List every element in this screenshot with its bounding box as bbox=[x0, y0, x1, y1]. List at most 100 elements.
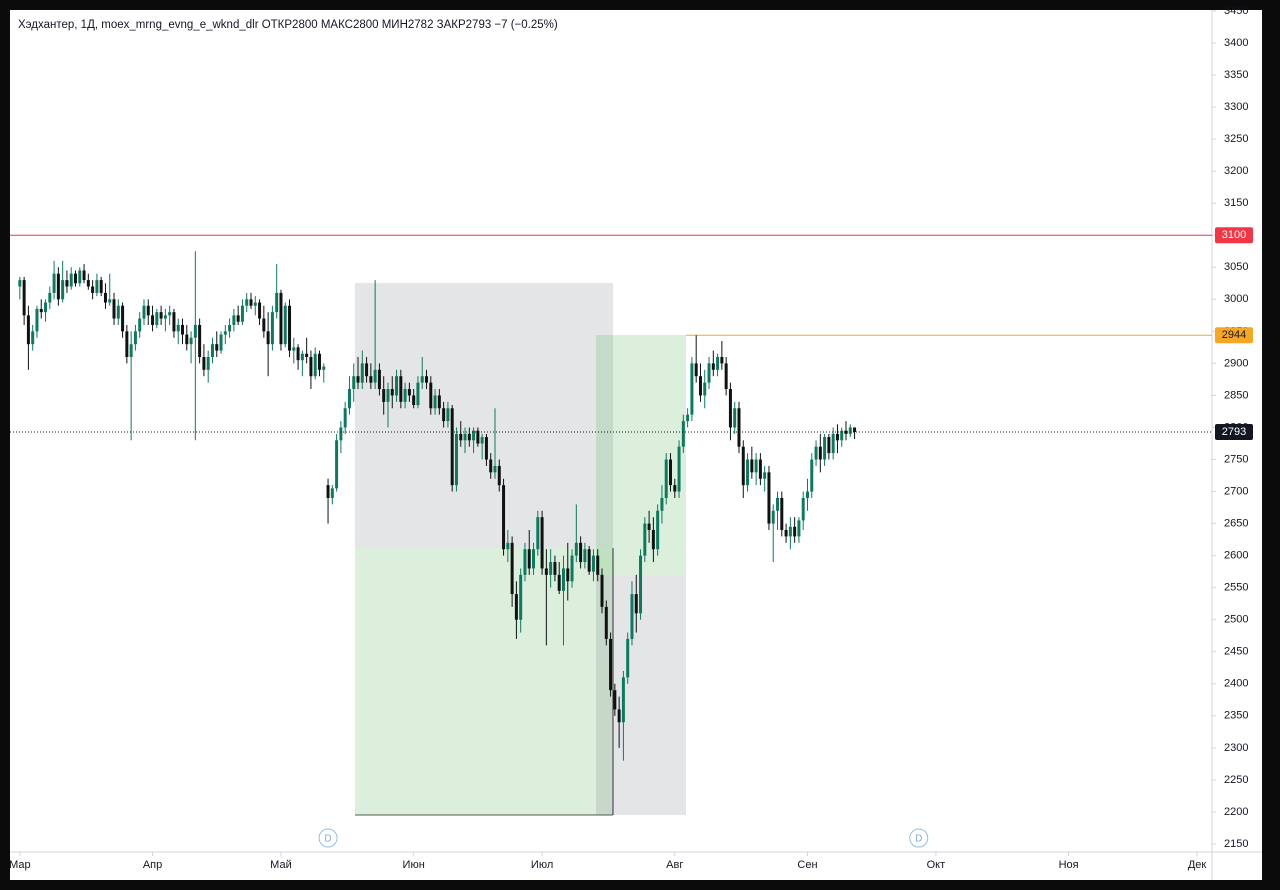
candle-body bbox=[322, 366, 326, 370]
candle-body bbox=[523, 549, 527, 575]
candle-body bbox=[472, 430, 476, 441]
y-tick-label: 2700 bbox=[1224, 485, 1248, 497]
candle-body bbox=[65, 280, 69, 287]
candle-body bbox=[112, 299, 116, 319]
candle-body bbox=[142, 305, 146, 319]
candle-body bbox=[587, 549, 591, 572]
candle-body bbox=[566, 568, 570, 582]
candle-body bbox=[741, 446, 745, 486]
candle-body bbox=[720, 356, 724, 364]
candle-body bbox=[827, 437, 831, 454]
candle-body bbox=[151, 315, 155, 325]
candle-body bbox=[69, 273, 73, 287]
x-tick-label: Июн bbox=[403, 859, 425, 871]
candle-body bbox=[514, 594, 518, 620]
candle-body bbox=[78, 270, 82, 284]
candle-body bbox=[463, 433, 467, 441]
candle-body bbox=[103, 292, 107, 303]
candle-body bbox=[750, 459, 754, 473]
candle-body bbox=[476, 430, 480, 444]
candle-body bbox=[73, 273, 77, 284]
y-tick-label: 3400 bbox=[1224, 37, 1248, 49]
candle-body bbox=[155, 312, 159, 325]
candle-body bbox=[360, 363, 364, 383]
candle-body bbox=[596, 555, 600, 575]
candle-body bbox=[583, 549, 587, 563]
candle-body bbox=[489, 459, 493, 473]
candle-body bbox=[95, 280, 99, 293]
candle-body bbox=[728, 389, 732, 428]
candle-body bbox=[831, 433, 835, 454]
candle-body bbox=[763, 472, 767, 479]
candle-body bbox=[527, 549, 531, 569]
candle-body bbox=[724, 363, 728, 390]
position-target-zone bbox=[355, 548, 613, 815]
candle-body bbox=[848, 427, 852, 434]
candle-body bbox=[125, 331, 129, 357]
candle-body bbox=[121, 305, 125, 332]
position-stop-zone bbox=[355, 283, 613, 548]
candle-body bbox=[288, 305, 292, 351]
candle-body bbox=[35, 308, 39, 332]
candle-body bbox=[168, 312, 172, 316]
x-tick-label: Дек bbox=[1188, 859, 1207, 871]
candle-body bbox=[390, 389, 394, 396]
candle-body bbox=[382, 389, 386, 402]
candle-body bbox=[330, 488, 334, 498]
candle-body bbox=[215, 344, 219, 351]
candle-body bbox=[163, 315, 167, 319]
x-tick-label: Июл bbox=[531, 859, 553, 871]
candle-body bbox=[437, 395, 441, 409]
candle-body bbox=[339, 427, 343, 441]
candle-body bbox=[694, 363, 698, 377]
candle-body bbox=[133, 331, 137, 345]
candle-body bbox=[805, 491, 809, 498]
y-tick-label: 3200 bbox=[1224, 165, 1248, 177]
candle-body bbox=[159, 312, 163, 319]
candle-body bbox=[758, 459, 762, 479]
candle-body bbox=[818, 446, 822, 460]
candle-body bbox=[519, 574, 523, 620]
candle-body bbox=[557, 574, 561, 591]
candle-body bbox=[609, 638, 613, 691]
candle-body bbox=[39, 308, 43, 313]
candle-body bbox=[553, 562, 557, 575]
price-level-label: 2944 bbox=[1222, 329, 1246, 341]
candle-body bbox=[236, 315, 240, 322]
x-tick-label: Авг bbox=[666, 859, 683, 871]
candle-body bbox=[335, 440, 339, 489]
candle-body bbox=[283, 305, 287, 345]
candle-body bbox=[91, 286, 95, 293]
candle-body bbox=[266, 331, 270, 345]
y-tick-label: 3000 bbox=[1224, 293, 1248, 305]
price-level-badge bbox=[1215, 227, 1253, 244]
legend: Хэдхантер, 1Д, moex_mrng_evng_e_wknd_dlr… bbox=[18, 19, 558, 31]
y-tick-label: 2400 bbox=[1224, 678, 1248, 690]
last-price-label: 2793 bbox=[1222, 426, 1246, 438]
candle-body bbox=[108, 299, 112, 303]
candle-body bbox=[116, 305, 120, 319]
candle-body bbox=[99, 280, 103, 293]
candle-body bbox=[416, 382, 420, 406]
candle-body bbox=[647, 523, 651, 531]
candle-body bbox=[305, 353, 309, 357]
candle-body bbox=[300, 353, 304, 361]
candle-body bbox=[262, 318, 266, 332]
candle-body bbox=[814, 446, 818, 460]
candle-body bbox=[707, 363, 711, 383]
candle-body bbox=[26, 315, 30, 345]
candle-body bbox=[22, 280, 26, 316]
candle-body bbox=[510, 542, 514, 595]
candle-body bbox=[484, 437, 488, 460]
candle-body bbox=[643, 523, 647, 556]
candle-body bbox=[386, 389, 390, 402]
candle-body bbox=[793, 526, 797, 537]
candle-body bbox=[275, 292, 279, 313]
candle-body bbox=[433, 395, 437, 409]
candle-body bbox=[686, 414, 690, 422]
y-tick-label: 2550 bbox=[1224, 582, 1248, 594]
candle-body bbox=[193, 324, 197, 338]
candle-body bbox=[232, 315, 236, 325]
candle-body bbox=[604, 606, 608, 639]
